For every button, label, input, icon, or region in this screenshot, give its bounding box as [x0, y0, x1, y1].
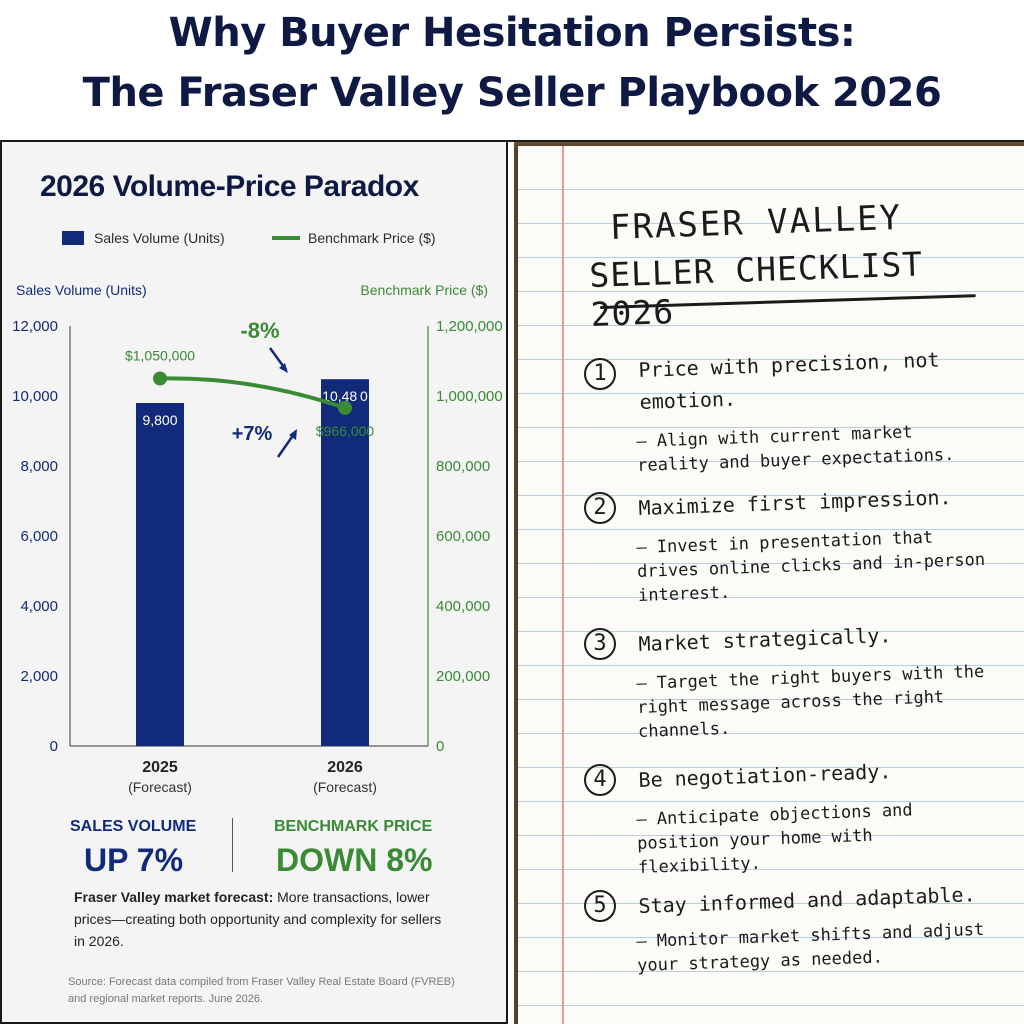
y-tick-right-label: 200,000	[436, 668, 490, 685]
item-number: 4	[584, 764, 616, 796]
y-tick-right-label: 0	[436, 738, 444, 755]
margin-line	[562, 146, 564, 1024]
page-title-line-2: The Fraser Valley Seller Playbook 2026	[82, 70, 942, 116]
item-number: 3	[584, 628, 616, 660]
summary-divider	[232, 818, 233, 872]
volume-bar	[136, 403, 184, 746]
price-point-label: $966,000	[316, 423, 375, 439]
y-tick-right-label: 400,000	[436, 598, 490, 615]
legend-price-swatch	[272, 236, 300, 240]
volume-bar-label: 10,48 0	[322, 388, 368, 404]
chart-plot: 0 2,000 4,000 6,000 8,000 10,000 12,000 0 200,00…	[12, 318, 503, 795]
item-heading: Market strategically.	[638, 623, 892, 656]
source-note: Source: Forecast data compiled from Fras…	[68, 976, 455, 1005]
summary-volume-label: SALES VOLUME	[70, 818, 197, 835]
chart-panel: 2026 Volume-Price Paradox Sales Volume (…	[0, 142, 508, 1024]
forecast-lead: Fraser Valley market forecast:	[74, 889, 274, 905]
y-tick-right-label: 800,000	[436, 458, 490, 475]
price-point-label: $1,050,000	[125, 348, 195, 364]
volume-change-arrow	[276, 433, 296, 458]
y-tick-left-label: 4,000	[20, 598, 58, 615]
chart-title: 2026 Volume-Price Paradox	[40, 170, 419, 203]
price-change-annotation: -8%	[240, 318, 279, 343]
header: Why Buyer Hesitation Persists: The Frase…	[0, 0, 1024, 142]
price-line	[159, 376, 346, 410]
item-heading: Maximize first impression.	[638, 485, 952, 520]
y-tick-left-label: 8,000	[20, 458, 58, 475]
legend-volume-swatch	[62, 231, 84, 245]
price-point	[153, 371, 167, 386]
checklist-title-line-1: FRASER VALLEY	[609, 197, 903, 248]
x-tick-label: 2025	[142, 759, 178, 776]
item-number: 5	[584, 890, 616, 922]
x-tick-label: 2026	[327, 759, 363, 776]
item-heading: Price with precision, not emotion.	[638, 347, 940, 414]
price-change-arrowhead	[279, 363, 288, 373]
forecast-body: More transactions, lower prices—creating…	[74, 889, 442, 949]
volume-change-arrowhead	[289, 429, 297, 440]
volume-bar	[321, 379, 369, 746]
y-tick-left-label: 6,000	[20, 528, 58, 545]
y-tick-right-label: 1,000,000	[436, 388, 503, 405]
item-detail: – Monitor market shifts and adjust your …	[636, 919, 985, 976]
summary-price-value: DOWN 8%	[276, 842, 433, 878]
price-point	[338, 400, 352, 415]
summary-price-label: BENCHMARK PRICE	[274, 818, 433, 835]
x-tick-sublabel: (Forecast)	[128, 779, 192, 795]
item-heading: Stay informed and adaptable.	[638, 882, 976, 918]
item-number: 1	[584, 358, 616, 390]
item-number: 2	[584, 492, 616, 524]
y-tick-right-label: 600,000	[436, 528, 490, 545]
checklist-panel: FRASER VALLEY SELLER CHECKLIST 2026 1 Pr…	[514, 142, 1024, 1024]
item-detail: – Anticipate objections and position you…	[636, 800, 913, 878]
notebook-page: FRASER VALLEY SELLER CHECKLIST 2026 1 Pr…	[518, 146, 1024, 1024]
item-detail: – Invest in presentation that drives onl…	[636, 527, 986, 606]
legend-volume-label: Sales Volume (Units)	[94, 230, 225, 246]
item-detail: – Align with current market reality and …	[636, 422, 955, 476]
volume-change-annotation: +7%	[232, 423, 273, 445]
y-axis-left-label: Sales Volume (Units)	[16, 282, 147, 298]
item-detail: – Target the right buyers with the right…	[636, 661, 985, 742]
y-axis-right-label: Benchmark Price ($)	[360, 282, 488, 298]
legend-price-label: Benchmark Price ($)	[308, 230, 436, 246]
y-tick-right-label: 1,200,000	[436, 318, 503, 335]
volume-bar-label: 9,800	[142, 412, 177, 428]
forecast-text: Fraser Valley market forecast: More tran…	[74, 886, 454, 952]
y-tick-left-label: 12,000	[12, 318, 58, 335]
y-tick-left-label: 2,000	[20, 668, 58, 685]
page-title-line-1: Why Buyer Hesitation Persists:	[168, 10, 856, 56]
x-tick-sublabel: (Forecast)	[313, 779, 377, 795]
item-heading: Be negotiation-ready.	[638, 759, 892, 792]
checklist-title-line-2: SELLER CHECKLIST 2026	[588, 244, 924, 334]
summary-volume-value: UP 7%	[84, 842, 184, 878]
y-tick-left-label: 10,000	[12, 388, 58, 405]
y-tick-left-label: 0	[50, 738, 58, 755]
